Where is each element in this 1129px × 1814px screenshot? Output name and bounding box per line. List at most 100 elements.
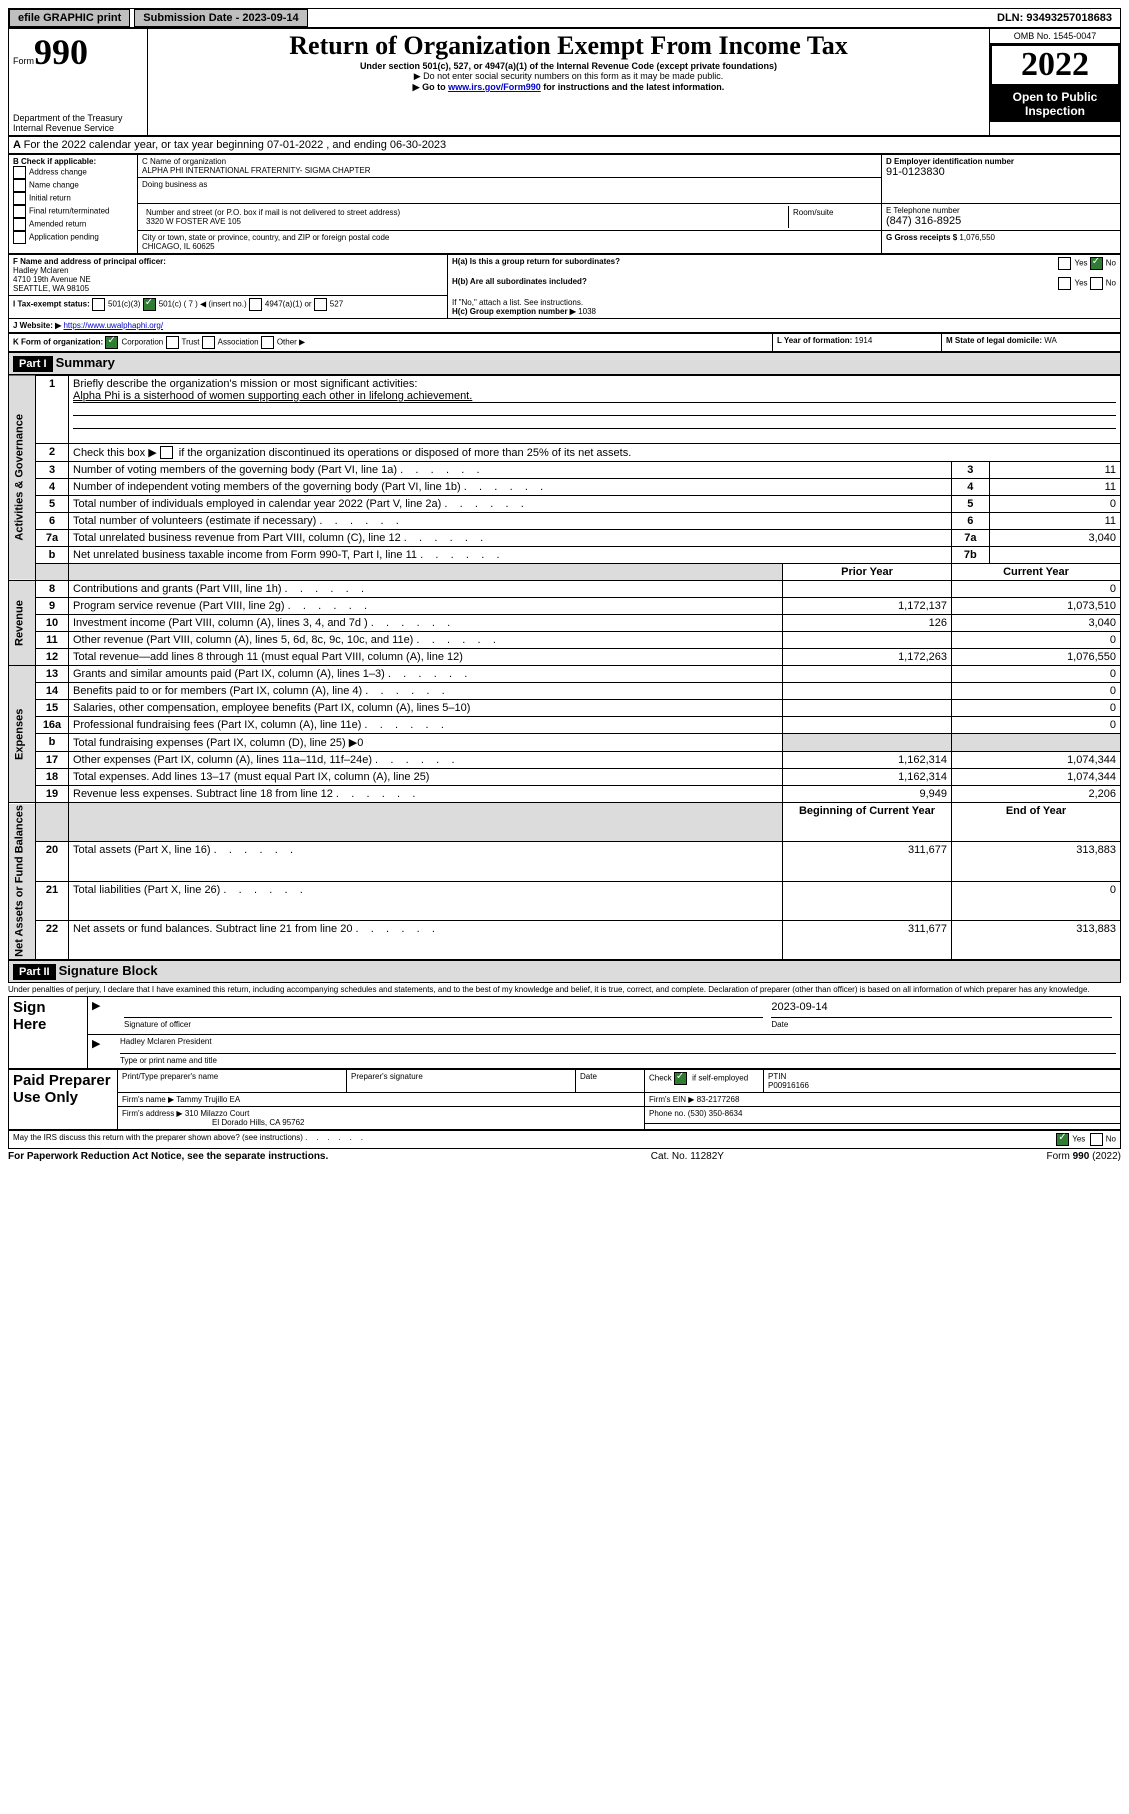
txt-13: Grants and similar amounts paid (Part IX… <box>69 666 783 683</box>
val-6: 11 <box>989 513 1120 530</box>
cb-self-employed[interactable] <box>674 1072 687 1085</box>
q2-label: Check this box ▶ <box>73 447 157 459</box>
cb-application-pending[interactable] <box>13 231 26 244</box>
name-title-label: Type or print name and title <box>120 1056 217 1065</box>
side-expenses: Expenses <box>9 666 36 803</box>
ln-10: 10 <box>36 615 69 632</box>
cb-trust[interactable] <box>166 336 179 349</box>
c-9: 1,073,510 <box>952 598 1121 615</box>
paid-preparer-table: Paid Preparer Use Only Print/Type prepar… <box>8 1069 1121 1130</box>
sig-date-value: 2023-09-14 <box>771 1001 1112 1018</box>
cb-name-change[interactable] <box>13 179 26 192</box>
cb-4947[interactable] <box>249 298 262 311</box>
cb-ha-yes[interactable] <box>1058 257 1071 270</box>
note-instructions: ▶ Go to www.irs.gov/Form990 for instruct… <box>152 82 985 93</box>
cb-ha-no[interactable] <box>1090 257 1103 270</box>
part1-title: Summary <box>56 355 115 370</box>
ha-yes: Yes <box>1074 259 1087 268</box>
line-a-tax-year: A For the 2022 calendar year, or tax yea… <box>9 137 1121 154</box>
omb-number: OMB No. 1545-0047 <box>990 29 1120 44</box>
p-22: 311,677 <box>783 920 952 959</box>
cb-501c3[interactable] <box>92 298 105 311</box>
col-preparer-name: Print/Type preparer's name <box>118 1069 347 1092</box>
ln-20: 20 <box>36 842 69 881</box>
box-6: 6 <box>952 513 990 530</box>
note2-post: for instructions and the latest informat… <box>541 82 725 92</box>
cb-527[interactable] <box>314 298 327 311</box>
cb-hb-no[interactable] <box>1090 277 1103 290</box>
txt-3: Number of voting members of the governin… <box>69 462 952 479</box>
val-4: 11 <box>989 479 1120 496</box>
txt-21: Total liabilities (Part X, line 26) <box>69 881 783 920</box>
form-number: 990 <box>34 32 88 72</box>
efile-print-button[interactable]: efile GRAPHIC print <box>9 9 130 27</box>
cb-discuss-no[interactable] <box>1090 1133 1103 1146</box>
txt-14: Benefits paid to or for members (Part IX… <box>69 683 783 700</box>
p-10: 126 <box>783 615 952 632</box>
box-7a: 7a <box>952 530 990 547</box>
tax-year: 2022 <box>990 44 1120 86</box>
c-17: 1,074,344 <box>952 752 1121 769</box>
signature-table: Sign Here ▶ Signature of officer 2023-09… <box>8 996 1121 1069</box>
c-22: 313,883 <box>952 920 1121 959</box>
b-item-2: Initial return <box>29 194 71 203</box>
d-ein-value: 91-0123830 <box>886 166 1116 178</box>
ln-16a: 16a <box>36 717 69 734</box>
dept-treasury: Department of the Treasury <box>13 113 143 123</box>
street-value: 3320 W FOSTER AVE 105 <box>146 217 784 226</box>
ln-14: 14 <box>36 683 69 700</box>
i-a1: 4947(a)(1) or <box>265 300 312 309</box>
cb-discontinued[interactable] <box>160 446 173 459</box>
cb-hb-yes[interactable] <box>1058 277 1071 290</box>
cb-other[interactable] <box>261 336 274 349</box>
form-subtitle: Under section 501(c), 527, or 4947(a)(1)… <box>152 61 985 71</box>
cb-501c[interactable] <box>143 298 156 311</box>
hb-note: If "No," attach a list. See instructions… <box>452 298 1116 307</box>
p-20: 311,677 <box>783 842 952 881</box>
b-item-1: Name change <box>29 181 79 190</box>
c-21: 0 <box>952 881 1121 920</box>
txt-11: Other revenue (Part VIII, column (A), li… <box>69 632 783 649</box>
txt-18: Total expenses. Add lines 13–17 (must eq… <box>69 769 783 786</box>
ln-19: 19 <box>36 786 69 803</box>
cb-discuss-yes[interactable] <box>1056 1133 1069 1146</box>
header-table: Form990 Department of the Treasury Inter… <box>8 28 1121 136</box>
instructions-link[interactable]: www.irs.gov/Form990 <box>448 82 541 92</box>
q1-label: Briefly describe the organization's miss… <box>73 378 417 390</box>
submission-value: 2023-09-14 <box>242 12 298 24</box>
website-link[interactable]: https://www.uwalphaphi.org/ <box>63 321 163 330</box>
identity-table: B Check if applicable: Address change Na… <box>8 154 1121 254</box>
col-preparer-date: Date <box>576 1069 645 1092</box>
discuss-question: May the IRS discuss this return with the… <box>13 1133 363 1142</box>
ln-4: 4 <box>36 479 69 496</box>
cb-address-change[interactable] <box>13 166 26 179</box>
txt-7a: Total unrelated business revenue from Pa… <box>69 530 952 547</box>
ln-5: 5 <box>36 496 69 513</box>
e-phone-value: (847) 316-8925 <box>886 215 1116 227</box>
ln-11: 11 <box>36 632 69 649</box>
ln-16b: b <box>36 734 69 752</box>
part2-tag: Part II <box>13 964 56 980</box>
cb-assoc[interactable] <box>202 336 215 349</box>
ln-8: 8 <box>36 581 69 598</box>
cb-initial-return[interactable] <box>13 192 26 205</box>
ha-label: H(a) Is this a group return for subordin… <box>452 257 620 266</box>
p-18: 1,162,314 <box>783 769 952 786</box>
cb-amended-return[interactable] <box>13 218 26 231</box>
cb-final-return[interactable] <box>13 205 26 218</box>
c-15: 0 <box>952 700 1121 717</box>
txt-20: Total assets (Part X, line 16) <box>69 842 783 881</box>
street-label: Number and street (or P.O. box if mail i… <box>146 208 784 217</box>
side-revenue: Revenue <box>9 581 36 666</box>
g-gross-value: 1,076,550 <box>959 233 995 242</box>
cb-corp[interactable] <box>105 336 118 349</box>
box-7b: 7b <box>952 547 990 564</box>
c-10: 3,040 <box>952 615 1121 632</box>
sig-date-label: Date <box>771 1020 788 1029</box>
ln-6: 6 <box>36 513 69 530</box>
room-label: Room/suite <box>793 208 873 217</box>
hb-yes: Yes <box>1074 279 1087 288</box>
ln-15: 15 <box>36 700 69 717</box>
firm-name-value: Tammy Trujillo EA <box>176 1095 240 1104</box>
city-value: CHICAGO, IL 60625 <box>142 242 877 251</box>
